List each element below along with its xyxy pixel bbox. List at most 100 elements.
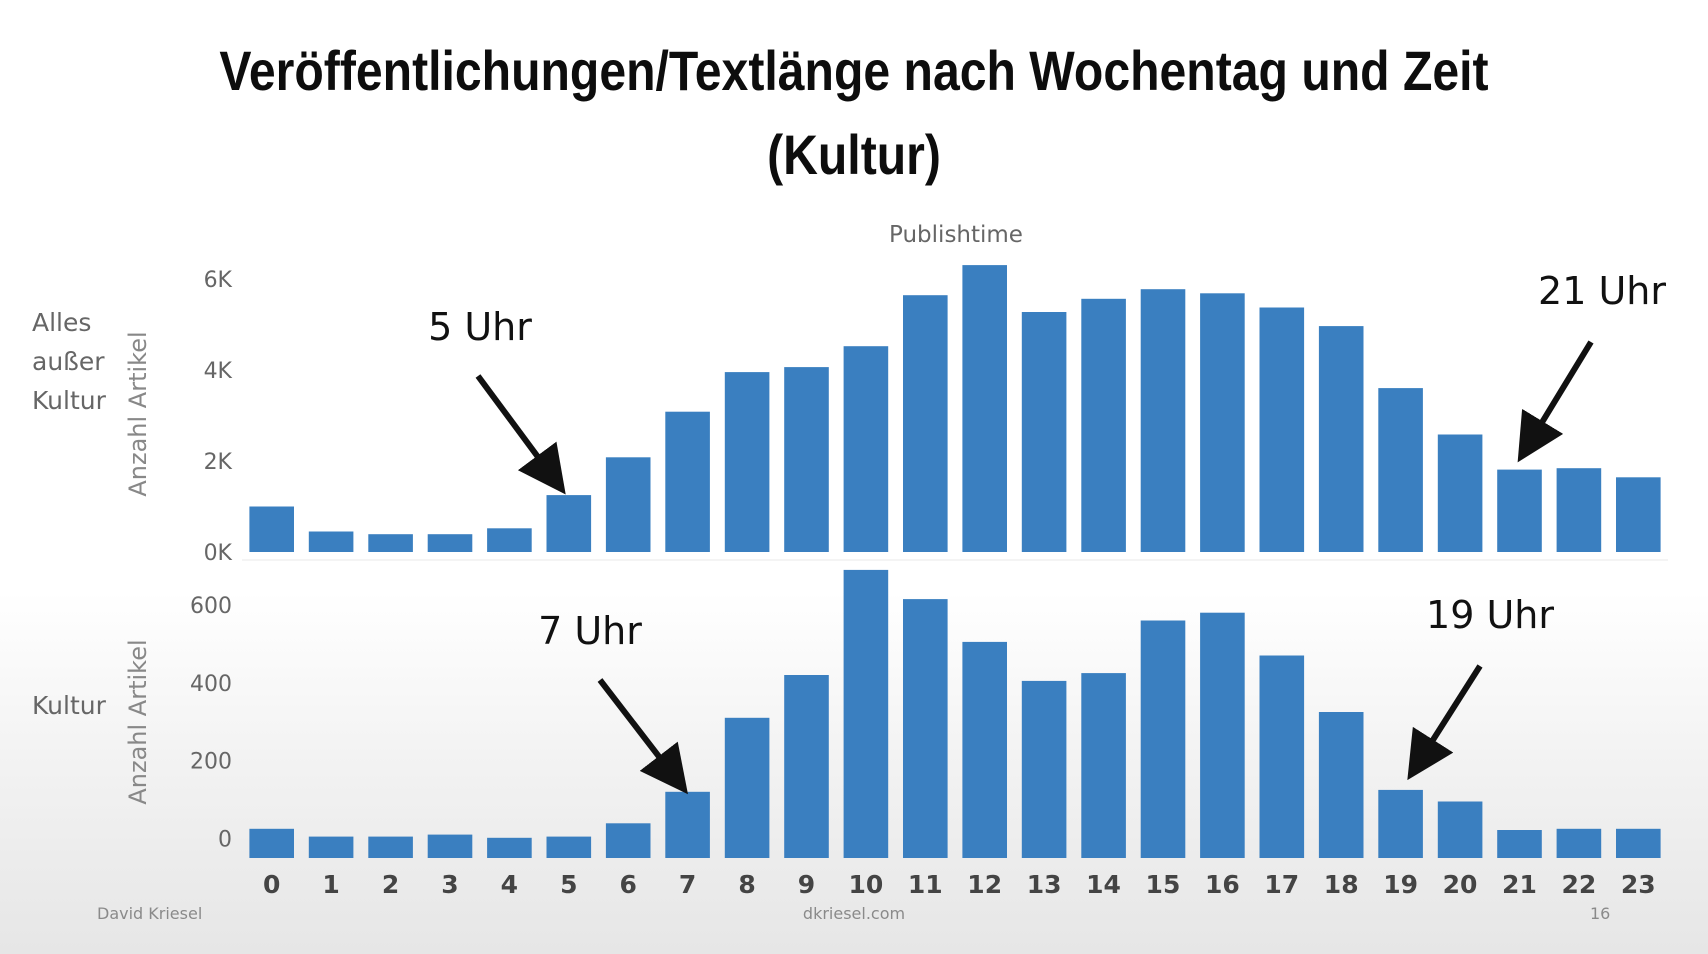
slide-title-line-1: Veröffentlichungen/Textlänge nach Wochen…: [219, 39, 1489, 102]
xtick-label: 7: [679, 870, 696, 899]
bar: [605, 823, 651, 858]
ytick-label: 2K: [204, 450, 233, 475]
bar: [1140, 289, 1186, 552]
bar: [1497, 830, 1542, 858]
annotation-label: 7 Uhr: [538, 609, 642, 653]
bar: [308, 531, 354, 552]
bar: [1378, 388, 1423, 552]
bar: [724, 717, 770, 858]
bar: [1021, 680, 1067, 858]
bar: [249, 506, 294, 552]
bar: [1318, 712, 1364, 858]
ytick-label: 0: [218, 828, 232, 853]
bar: [784, 367, 829, 552]
xtick-label: 15: [1146, 870, 1181, 899]
bar: [903, 295, 948, 552]
xtick-label: 11: [908, 870, 943, 899]
bar: [1200, 293, 1245, 552]
footer-page-number: 16: [1590, 904, 1611, 923]
bar: [1259, 307, 1305, 552]
bar: [249, 828, 294, 858]
xtick-label: 2: [382, 870, 399, 899]
annotation-arrow: [597, 678, 688, 795]
bar: [784, 675, 829, 858]
chart-title: Publishtime: [889, 222, 1023, 248]
annotation-label: 21 Uhr: [1538, 269, 1666, 313]
bar: [308, 836, 354, 858]
bar: [1437, 801, 1483, 858]
ytick-label: 4K: [204, 359, 233, 384]
bar: [1318, 326, 1364, 552]
bar: [1556, 828, 1602, 858]
bar: [1616, 477, 1661, 552]
xtick-label: 1: [322, 870, 339, 899]
xtick-label: 14: [1086, 870, 1121, 899]
xtick-label: 9: [798, 870, 815, 899]
ytick-label: 400: [190, 672, 232, 697]
ytick-label: 6K: [204, 268, 233, 293]
xtick-label: 0: [263, 870, 280, 899]
bar: [1259, 655, 1305, 858]
xtick-label: 17: [1264, 870, 1299, 899]
xtick-label: 23: [1621, 870, 1656, 899]
xtick-label: 18: [1324, 870, 1359, 899]
ytick-label: 0K: [204, 541, 233, 566]
xtick-label: 16: [1205, 870, 1240, 899]
annotation-arrow: [1517, 340, 1594, 463]
xtick-label: 10: [848, 870, 883, 899]
y-axis-label: Anzahl Artikel: [124, 331, 152, 496]
bar: [546, 495, 592, 552]
y-axis-label: Anzahl Artikel: [124, 639, 152, 804]
xtick-label: 12: [967, 870, 1002, 899]
bar: [665, 411, 710, 552]
annotation-arrow: [475, 374, 566, 495]
bar: [487, 528, 532, 552]
xtick-label: 6: [620, 870, 637, 899]
bar: [843, 346, 889, 552]
bar: [1140, 620, 1186, 858]
bar: [546, 836, 592, 858]
bar: [724, 372, 770, 552]
xtick-label: 20: [1443, 870, 1478, 899]
bar: [843, 569, 889, 858]
bar: [1081, 298, 1126, 552]
ytick-label: 600: [190, 594, 232, 619]
footer-website: dkriesel.com: [802, 904, 906, 923]
bar: [962, 265, 1007, 552]
footer-author: David Kriesel: [97, 904, 203, 923]
xtick-label: 3: [441, 870, 458, 899]
bar: [962, 641, 1007, 858]
xtick-label: 5: [560, 870, 577, 899]
annotation-arrow: [1407, 664, 1483, 781]
xtick-label: 4: [501, 870, 518, 899]
bar: [427, 534, 473, 552]
annotation-label: 19 Uhr: [1426, 593, 1554, 637]
bar: [1437, 434, 1483, 552]
row-label: außer: [32, 347, 105, 376]
bar: [1378, 789, 1423, 858]
bar: [665, 791, 710, 858]
row-label: Kultur: [32, 691, 107, 720]
row-label: Kultur: [32, 386, 107, 415]
xtick-label: 13: [1027, 870, 1062, 899]
bar: [368, 534, 413, 552]
bar: [1021, 312, 1067, 552]
bar: [1616, 828, 1661, 858]
annotation-label: 5 Uhr: [428, 305, 532, 349]
xtick-label: 21: [1502, 870, 1537, 899]
bar: [903, 599, 948, 858]
bar: [605, 457, 651, 552]
xtick-label: 8: [738, 870, 755, 899]
bar: [427, 834, 473, 858]
bar: [1081, 673, 1126, 858]
bar: [1200, 612, 1245, 858]
xtick-label: 22: [1561, 870, 1596, 899]
bar: [1556, 468, 1602, 552]
bar: [487, 837, 532, 858]
row-label: Alles: [32, 308, 91, 337]
xtick-label: 19: [1383, 870, 1418, 899]
slide-title-line-2: (Kultur): [767, 123, 941, 186]
ytick-label: 200: [190, 750, 232, 775]
